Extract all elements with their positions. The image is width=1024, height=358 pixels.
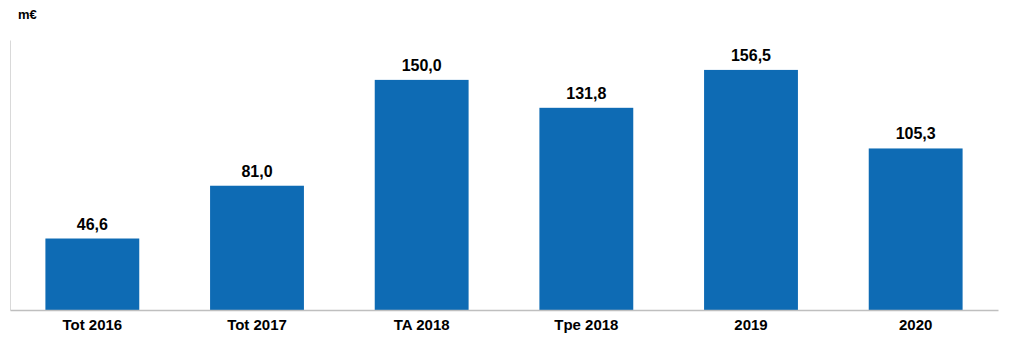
bars <box>45 70 962 310</box>
data-label: 131,8 <box>566 85 606 102</box>
y-axis-label: m€ <box>18 7 37 22</box>
bar <box>210 186 304 310</box>
x-tick-label: 2020 <box>899 316 932 333</box>
x-tick-label: TA 2018 <box>394 316 450 333</box>
y-axis <box>10 41 11 311</box>
x-tick-label: Tot 2017 <box>227 316 287 333</box>
data-label: 105,3 <box>896 125 936 142</box>
x-axis-line <box>11 310 999 312</box>
x-tick: TA 2018 <box>394 316 450 333</box>
data-labels: 46,6 81,0 150,0 131,8 156,5 105,3 <box>77 47 936 233</box>
x-axis: Tot 2016 Tot 2017 TA 2018 Tpe 2018 2019 2020 <box>11 311 999 333</box>
x-tick: 2019 <box>734 316 767 333</box>
bar <box>704 70 798 310</box>
x-tick-label: Tpe 2018 <box>554 316 618 333</box>
x-tick: Tot 2017 <box>227 316 287 333</box>
chart: m€ Tot 2016 Tot 2017 TA 2018 Tpe 2018 2019 202… <box>0 0 1024 358</box>
bar <box>375 80 469 310</box>
data-label: 81,0 <box>241 163 272 180</box>
x-tick-label: Tot 2016 <box>62 316 122 333</box>
y-axis-line <box>10 41 11 311</box>
bar <box>45 239 139 310</box>
data-label: 46,6 <box>77 216 108 233</box>
data-label: 150,0 <box>402 57 442 74</box>
bar <box>539 108 633 310</box>
bar <box>869 148 963 310</box>
x-tick-label: 2019 <box>734 316 767 333</box>
data-label: 156,5 <box>731 47 771 64</box>
x-tick: Tpe 2018 <box>554 316 618 333</box>
x-tick: Tot 2016 <box>62 316 122 333</box>
x-tick: 2020 <box>899 316 932 333</box>
